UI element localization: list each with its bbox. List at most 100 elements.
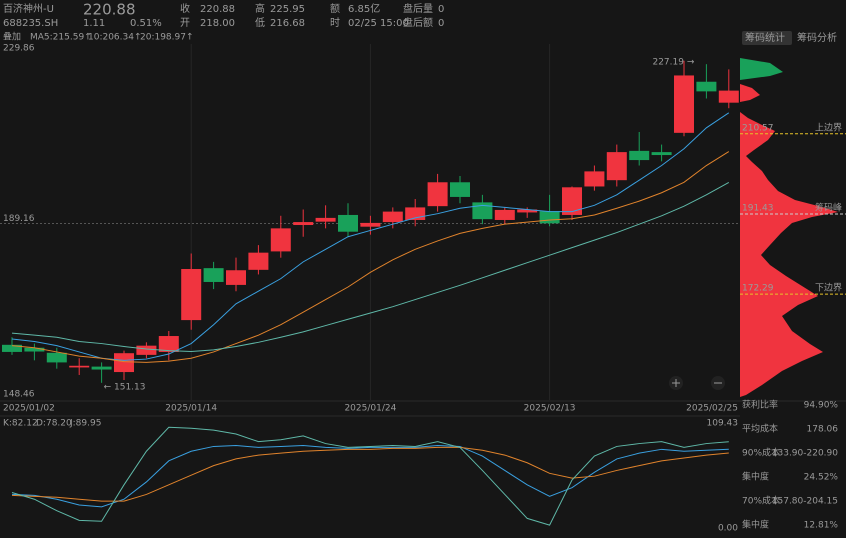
candle-body [136, 345, 157, 355]
candle-body [181, 268, 202, 321]
chip-level-label: 上边界 [815, 122, 842, 133]
annotation: ← 151.13 [104, 382, 146, 392]
stat-label: 获利比率 [742, 399, 778, 411]
candle-body [494, 209, 515, 220]
candle-body [315, 217, 336, 222]
candle-body [24, 347, 45, 352]
legend-entry: MA5:215.59↑ [30, 33, 92, 43]
y-tick-label: 0.00 [718, 524, 738, 534]
stat-label: 集中度 [742, 471, 769, 483]
field-label: 额 [330, 2, 340, 15]
legend-entry: D:78.20 [36, 419, 72, 429]
candle-body [562, 187, 582, 215]
series-line [11, 426, 729, 526]
candle-body [69, 365, 90, 368]
series-line [11, 181, 730, 353]
candle-body [517, 209, 538, 213]
y-tick-label: 109.43 [707, 419, 739, 429]
field-value: 220.88 [200, 4, 235, 15]
stock-name: 百济神州-U [3, 2, 54, 15]
stat-label: 90%成本 [742, 447, 780, 459]
candle-body [226, 270, 246, 285]
candle-body [360, 222, 381, 227]
series-line [11, 444, 729, 508]
legend-entry: J:89.95 [69, 419, 101, 429]
stat-value: 133.90-220.90 [772, 449, 839, 459]
candle-body [338, 214, 358, 232]
x-tick-label: 2025/02/13 [524, 404, 576, 414]
candle-body [606, 152, 627, 181]
x-tick-label: 2025/02/25 [686, 404, 738, 414]
stat-value: 157.80-204.15 [772, 497, 838, 507]
field-label: 开 [180, 18, 190, 29]
overlay-label: 叠加 [3, 32, 21, 43]
candle-body [91, 366, 112, 370]
y-tick-label: 148.46 [3, 390, 35, 400]
field-label: 时 [330, 17, 340, 29]
candle-body [293, 222, 314, 226]
x-tick-label: 2025/01/02 [3, 404, 55, 414]
field-value: 02/25 15:00 [348, 18, 409, 29]
candle-body [539, 211, 560, 224]
price-change: 1.11 [83, 18, 105, 29]
field-label: 盘后额 [403, 16, 433, 29]
candle-body [584, 171, 605, 187]
candle-body [472, 202, 493, 220]
candle-body [427, 182, 448, 207]
annotation: 227.19 → [652, 58, 694, 68]
price-change-pct: 0.51% [130, 18, 162, 29]
candle-body [46, 352, 67, 363]
stat-label: 70%成本 [742, 495, 780, 507]
field-value: 6.85亿 [348, 2, 380, 15]
candle-body [674, 75, 694, 133]
candle-body [651, 152, 672, 156]
candle-body [718, 90, 739, 103]
legend-entry: K:82.12 [3, 419, 38, 429]
stat-value: 12.81% [804, 521, 839, 531]
field-value: 0 [438, 18, 444, 29]
candle-body [450, 182, 470, 197]
candle-body [629, 150, 650, 161]
field-label: 高 [255, 2, 265, 15]
field-label: 盘后量 [403, 2, 433, 15]
stock-price: 220.88 [83, 1, 136, 19]
field-value: 218.00 [200, 18, 235, 29]
series-line [11, 151, 730, 363]
stat-label: 平均成本 [742, 423, 778, 435]
chip-level-value: 172.29 [742, 284, 774, 294]
chip-level-value: 210.57 [742, 123, 774, 133]
stock-code: 688235.SH [3, 18, 58, 29]
candle-body [382, 211, 403, 223]
candle-body [158, 336, 179, 352]
field-label: 低 [255, 16, 265, 29]
candle-body [696, 81, 717, 92]
chip-profile-profit [740, 58, 783, 80]
x-tick-label: 2025/01/14 [165, 404, 217, 414]
chip-profile [740, 84, 760, 102]
candle-body [114, 353, 134, 373]
chip-level-value: 191.43 [742, 203, 774, 213]
chip-level-label: 筹码峰 [815, 201, 842, 213]
legend-entry: 20:198.97↑ [140, 33, 194, 43]
y-tick-label: 229.86 [3, 44, 35, 54]
tab-active[interactable] [742, 31, 792, 45]
field-value: 0 [438, 4, 444, 15]
field-value: 216.68 [270, 18, 305, 29]
chip-profile [740, 112, 838, 397]
tab[interactable]: 筹码分析 [797, 31, 837, 44]
stat-value: 94.90% [804, 401, 839, 411]
tab[interactable]: 筹码统计 [745, 31, 785, 44]
series-line [11, 446, 729, 502]
candle-body [270, 228, 291, 252]
stat-value: 24.52% [804, 473, 839, 483]
candle-body [2, 344, 22, 352]
field-value: 225.95 [270, 4, 305, 15]
series-line [11, 112, 730, 361]
chip-level-label: 下边界 [815, 283, 842, 294]
x-tick-label: 2025/01/24 [344, 404, 396, 414]
y-tick-label: 189.16 [3, 214, 35, 224]
field-label: 收 [180, 2, 190, 15]
